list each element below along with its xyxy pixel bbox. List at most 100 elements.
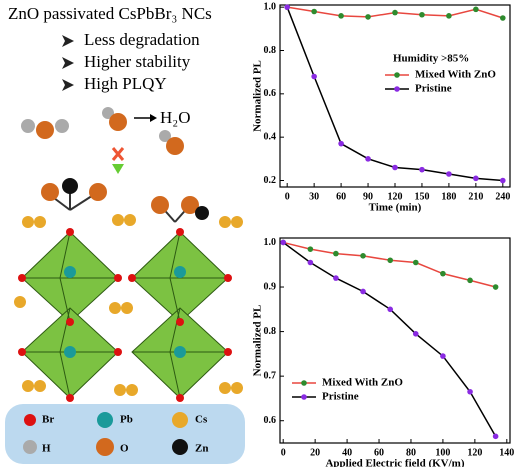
- data-point: [467, 388, 473, 395]
- atom-name: O: [120, 443, 129, 455]
- atom-name: Pb: [120, 414, 133, 426]
- data-point: [360, 288, 366, 295]
- bullet-arrow: [62, 57, 74, 69]
- x-tick-label: 30: [309, 191, 319, 202]
- y-tick-label: 0.6: [264, 415, 277, 426]
- atom-name: Cs: [195, 414, 208, 426]
- y-tick-label: 1.0: [264, 237, 277, 248]
- plot-frame: [279, 237, 511, 444]
- series-line: [282, 241, 497, 437]
- data-point: [492, 433, 499, 440]
- data-point: [387, 257, 394, 264]
- y-tick-label: 0.4: [264, 131, 277, 142]
- x-tick-label: 180: [441, 191, 456, 202]
- x-tick-label: 40: [342, 447, 352, 458]
- plot-frame: [279, 4, 511, 188]
- schematic-title: ZnO passivated CsPbBr₃ NCs: [8, 4, 212, 23]
- legend-title: Humidity >85%: [393, 53, 469, 65]
- octahedra: [21, 231, 229, 399]
- data-point: [492, 284, 499, 290]
- data-point: [284, 4, 290, 10]
- bullet-arrow: [62, 79, 74, 91]
- x-tick-label: 100: [435, 447, 450, 458]
- y-tick-label: 0.8: [264, 45, 277, 56]
- data-point: [280, 239, 286, 246]
- y-tick-label: 0.7: [264, 370, 277, 381]
- x-tick-label: 20: [310, 447, 320, 458]
- arrow-head: [150, 114, 157, 122]
- data-point: [333, 250, 339, 257]
- data-point: [446, 171, 452, 177]
- data-point: [392, 164, 398, 171]
- legend-label: Mixed With ZnO: [415, 69, 496, 81]
- down-arrow: [112, 164, 124, 174]
- x-axis-label: Time (min): [369, 202, 422, 214]
- y-tick-label: 1.0: [264, 1, 277, 12]
- y-axis-label: Normalized PL: [252, 60, 264, 132]
- atom-legend: Br Pb Cs H O Zn: [5, 404, 245, 464]
- block-cross: [111, 147, 125, 161]
- legend-label: Pristine: [415, 83, 452, 95]
- x-tick-label: 80: [406, 447, 416, 458]
- data-point: [500, 177, 506, 184]
- atom-name: H: [42, 443, 51, 455]
- data-point: [473, 175, 479, 182]
- y-tick-label: 0.9: [264, 281, 277, 292]
- bullet-text: Higher stability: [84, 52, 191, 71]
- x-tick-label: 90: [363, 191, 373, 202]
- x-axis-label: Applied Electric field (KV/m): [325, 458, 464, 467]
- atom-name: Br: [42, 414, 54, 426]
- data-point: [333, 275, 339, 281]
- br-atoms: [18, 228, 232, 402]
- legend-marker: [301, 380, 307, 386]
- bullet-text: Less degradation: [84, 30, 200, 49]
- atom: [109, 113, 127, 131]
- y-tick-label: 0.8: [264, 326, 277, 337]
- data-point: [365, 14, 371, 20]
- legend-label: Mixed With ZnO: [322, 377, 403, 389]
- data-point: [338, 13, 344, 19]
- cs-atoms: [14, 214, 243, 396]
- data-point: [392, 9, 398, 16]
- legend-label: Pristine: [322, 391, 359, 403]
- data-point: [307, 259, 314, 266]
- x-tick-label: 240: [495, 191, 510, 202]
- atom: [102, 107, 114, 119]
- legend-marker: [394, 86, 400, 92]
- data-point: [440, 353, 446, 359]
- bullet-arrow: [62, 35, 74, 47]
- y-tick-label: 0.2: [264, 175, 277, 186]
- data-point: [440, 270, 446, 277]
- legend-marker: [394, 72, 400, 78]
- data-point: [467, 277, 473, 284]
- data-point: [311, 73, 317, 80]
- x-tick-label: 60: [374, 447, 384, 458]
- x-tick-label: 60: [336, 191, 346, 202]
- data-point: [338, 140, 344, 147]
- data-point: [412, 259, 419, 266]
- data-point: [500, 15, 506, 21]
- y-tick-label: 0.6: [264, 88, 277, 99]
- data-point: [311, 8, 317, 15]
- legend-marker: [301, 394, 307, 400]
- data-point: [419, 11, 425, 18]
- pb-atoms: [64, 266, 186, 358]
- atom: [55, 119, 69, 133]
- data-point: [473, 6, 479, 13]
- data-point: [419, 166, 425, 173]
- x-tick-label: 0: [285, 191, 290, 202]
- x-tick-label: 0: [281, 447, 286, 458]
- atom: [36, 121, 54, 139]
- bullet-text: High PLQY: [84, 74, 167, 93]
- x-tick-label: 150: [414, 191, 429, 202]
- x-tick-label: 120: [388, 191, 403, 202]
- data-point: [365, 156, 371, 162]
- data-point: [446, 13, 452, 19]
- atom: [159, 130, 171, 142]
- data-point: [307, 246, 314, 252]
- x-tick-label: 120: [467, 447, 482, 458]
- x-tick-label: 140: [499, 447, 514, 458]
- y-axis-label: Normalized PL: [252, 305, 264, 377]
- data-point: [412, 331, 419, 337]
